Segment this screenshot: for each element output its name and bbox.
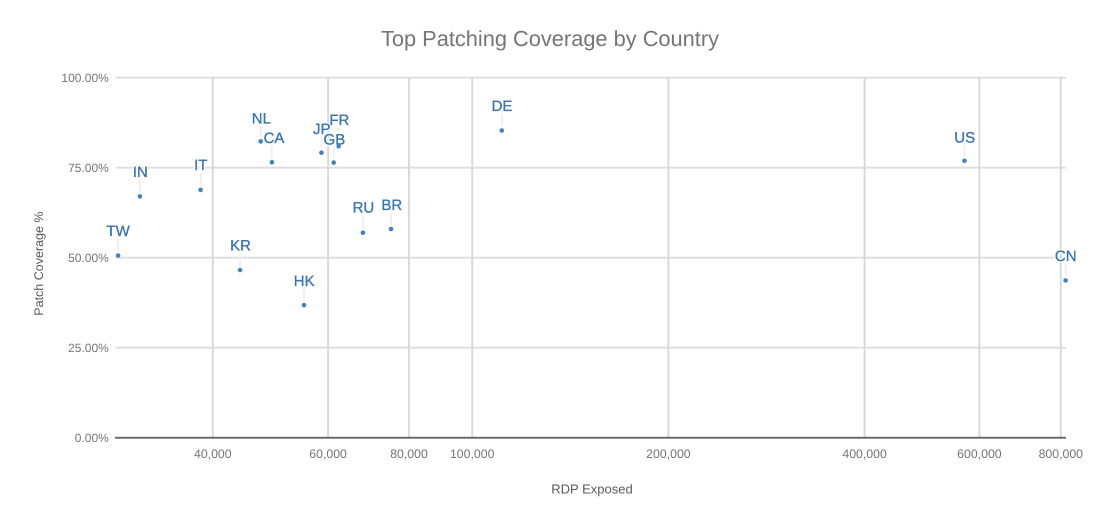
svg-text:NL: NL xyxy=(252,111,271,128)
svg-text:US: US xyxy=(954,129,975,146)
svg-text:IT: IT xyxy=(194,157,207,174)
svg-text:HK: HK xyxy=(294,273,315,290)
svg-text:800,000: 800,000 xyxy=(1039,447,1084,461)
svg-text:CN: CN xyxy=(1055,248,1077,265)
svg-text:HK: HK xyxy=(294,273,315,290)
svg-text:CN: CN xyxy=(1055,248,1077,265)
svg-text:CA: CA xyxy=(264,130,285,147)
svg-text:50.00%: 50.00% xyxy=(68,251,109,265)
svg-text:100.00%: 100.00% xyxy=(61,71,109,85)
svg-text:IT: IT xyxy=(194,157,207,174)
svg-text:TW: TW xyxy=(106,223,130,240)
svg-text:BR: BR xyxy=(381,197,402,214)
svg-text:RU: RU xyxy=(353,200,375,217)
svg-text:GB: GB xyxy=(324,132,346,149)
svg-text:IN: IN xyxy=(133,164,148,181)
svg-text:RDP Exposed: RDP Exposed xyxy=(551,482,632,497)
svg-text:80,000: 80,000 xyxy=(390,447,428,461)
svg-text:40,000: 40,000 xyxy=(194,447,232,461)
svg-text:FR: FR xyxy=(329,112,349,129)
svg-text:NL: NL xyxy=(252,111,271,128)
svg-text:CA: CA xyxy=(264,130,285,147)
svg-text:KR: KR xyxy=(230,237,251,254)
svg-text:75.00%: 75.00% xyxy=(68,161,109,175)
svg-text:25.00%: 25.00% xyxy=(68,341,109,355)
svg-text:RU: RU xyxy=(353,200,375,217)
svg-text:Top Patching Coverage by Count: Top Patching Coverage by Country xyxy=(381,26,719,51)
svg-text:400,000: 400,000 xyxy=(842,447,887,461)
svg-text:KR: KR xyxy=(230,237,251,254)
svg-text:200,000: 200,000 xyxy=(646,447,691,461)
svg-text:JP: JP xyxy=(313,121,331,138)
svg-text:DE: DE xyxy=(492,98,513,115)
svg-text:JP: JP xyxy=(313,121,331,138)
svg-text:DE: DE xyxy=(492,98,513,115)
svg-text:US: US xyxy=(954,129,975,146)
svg-text:IN: IN xyxy=(133,164,148,181)
svg-text:FR: FR xyxy=(329,112,349,129)
svg-text:60,000: 60,000 xyxy=(309,447,347,461)
svg-text:0.00%: 0.00% xyxy=(75,431,109,445)
svg-text:Patch Coverage %: Patch Coverage % xyxy=(32,211,46,315)
svg-text:100,000: 100,000 xyxy=(450,447,495,461)
svg-text:BR: BR xyxy=(381,197,402,214)
svg-text:TW: TW xyxy=(106,223,130,240)
svg-text:600,000: 600,000 xyxy=(957,447,1002,461)
